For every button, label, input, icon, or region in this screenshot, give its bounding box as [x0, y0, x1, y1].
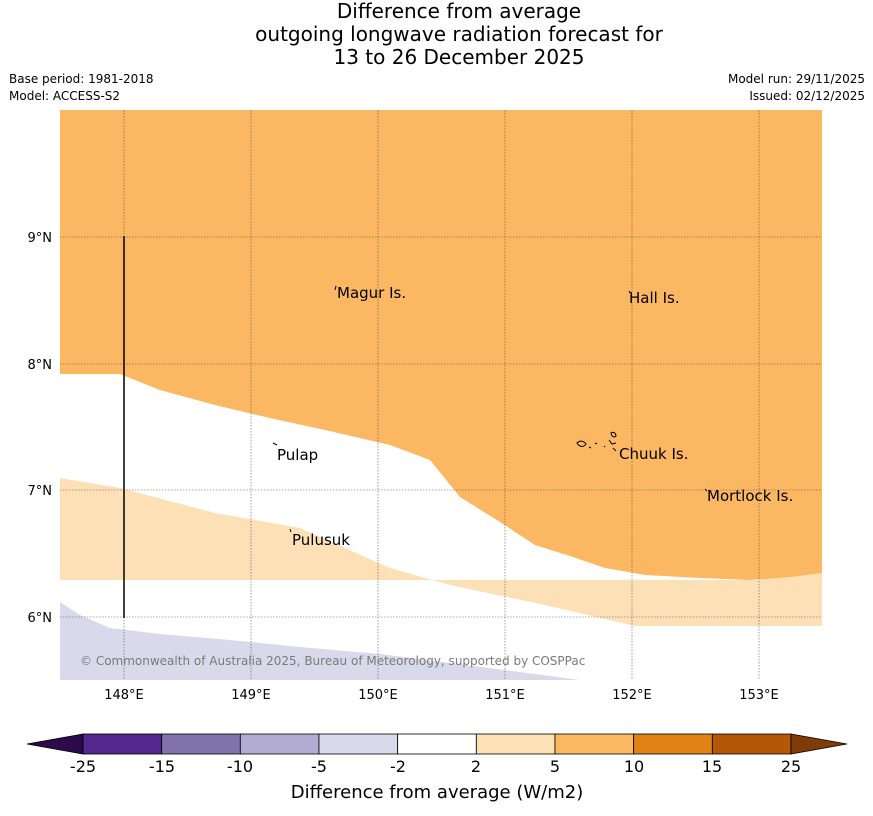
base-period: Base period: 1981-2018	[9, 72, 154, 86]
lat-label-7n: 7°N	[28, 484, 53, 499]
legend-tick-labels: -25 -15 -10 -5 -2 2 5 10 15 25	[70, 757, 801, 776]
label-pulusuk: Pulusuk	[292, 531, 350, 549]
map-title: Difference from average outgoing longwav…	[0, 0, 873, 69]
legend-tick: 2	[471, 757, 481, 776]
legend-swatch	[475, 733, 556, 755]
lon-label-149e: 149°E	[231, 688, 271, 703]
hall-island	[628, 290, 631, 294]
meta-right: Model run: 29/11/2025 Issued: 02/12/2025	[728, 71, 865, 105]
lat-labels: 9°N 8°N 7°N 6°N	[28, 231, 53, 626]
legend-swatch	[633, 733, 713, 755]
legend-tick: 10	[624, 757, 644, 776]
label-chuuk: Chuuk Is.	[619, 445, 688, 463]
legend-arrow-low	[26, 733, 84, 755]
pulap-island	[272, 442, 278, 446]
legend-tick: 25	[781, 757, 801, 776]
legend-swatch	[554, 733, 635, 755]
map-area: Magur Is. Hall Is. Pulap Chuuk Is. Mortl…	[60, 110, 822, 680]
label-mortlock: Mortlock Is.	[707, 487, 793, 505]
legend-swatch	[318, 733, 399, 755]
legend-colorbar	[26, 733, 848, 755]
legend-tick: 15	[702, 757, 722, 776]
lon-labels: 148°E 149°E 150°E 151°E 152°E 153°E	[104, 688, 779, 703]
legend-swatch	[161, 733, 241, 755]
grid-lines	[60, 110, 822, 680]
legend-tick: -15	[149, 757, 175, 776]
legend-title: Difference from average (W/m2)	[291, 782, 583, 803]
title-line-3: 13 to 26 December 2025	[333, 45, 585, 69]
model-name: Model: ACCESS-S2	[9, 89, 121, 103]
lon-label-153e: 153°E	[739, 688, 779, 703]
lat-label-6n: 6°N	[28, 611, 53, 626]
pulusuk-island	[289, 528, 292, 533]
meta-left: Base period: 1981-2018 Model: ACCESS-S2	[9, 71, 154, 105]
title-line-2: outgoing longwave radiation forecast for	[255, 22, 663, 46]
issued-date: Issued: 02/12/2025	[749, 89, 865, 103]
magur-island	[334, 285, 337, 291]
legend-tick: -2	[390, 757, 406, 776]
contour-5-to-10	[60, 110, 822, 580]
legend-swatch	[82, 733, 163, 755]
lat-label-9n: 9°N	[28, 231, 53, 246]
label-hall: Hall Is.	[629, 289, 680, 307]
label-magur: Magur Is.	[337, 284, 406, 302]
place-labels: Magur Is. Hall Is. Pulap Chuuk Is. Mortl…	[277, 284, 793, 549]
label-pulap: Pulap	[277, 446, 318, 464]
legend-tick: -25	[70, 757, 96, 776]
lon-label-151e: 151°E	[485, 688, 525, 703]
mortlock-island	[704, 488, 708, 492]
contour-2-to-5	[60, 373, 822, 626]
copyright-text: © Commonwealth of Australia 2025, Bureau…	[80, 654, 585, 668]
title-line-1: Difference from average	[336, 0, 582, 23]
legend-tick: -5	[311, 757, 327, 776]
legend-arrow-high	[790, 733, 848, 755]
legend-swatch	[711, 733, 792, 755]
legend-tick: -10	[227, 757, 253, 776]
chuuk-islands	[576, 431, 617, 452]
contour-minus5-to-minus2	[60, 602, 580, 680]
lon-label-152e: 152°E	[612, 688, 652, 703]
legend-swatch	[397, 733, 477, 755]
model-run: Model run: 29/11/2025	[727, 72, 865, 86]
lat-label-8n: 8°N	[28, 358, 53, 373]
lon-label-148e: 148°E	[104, 688, 144, 703]
lon-label-150e: 150°E	[358, 688, 398, 703]
island-shapes	[272, 285, 708, 533]
legend-swatch	[239, 733, 320, 755]
legend-tick: 5	[550, 757, 560, 776]
